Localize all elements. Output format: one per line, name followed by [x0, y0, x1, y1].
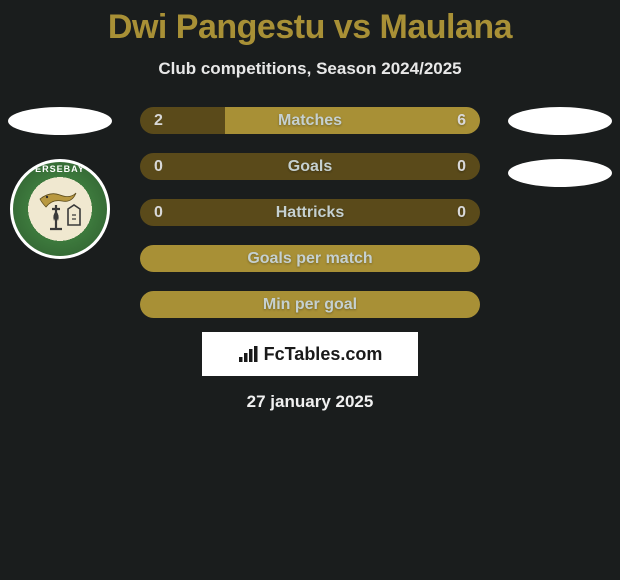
- page-title: Dwi Pangestu vs Maulana: [108, 8, 512, 47]
- brand-box: FcTables.com: [202, 332, 418, 376]
- club-badge-text: ERSEBAY: [35, 164, 85, 174]
- left-club-badge: ERSEBAY: [10, 159, 110, 259]
- stat-label: Hattricks: [276, 204, 344, 222]
- stat-left-value: 0: [154, 158, 163, 176]
- club-emblem-icon: [32, 181, 88, 237]
- right-badges-column: [508, 107, 612, 211]
- left-badges-column: ERSEBAY: [8, 107, 112, 259]
- main-container: Dwi Pangestu vs Maulana Club competition…: [0, 0, 620, 412]
- footer: FcTables.com 27 january 2025: [202, 332, 418, 412]
- stat-bar-goals-per-match: Goals per match: [140, 245, 480, 272]
- bar-chart-icon: [238, 345, 260, 363]
- stat-left-value: 0: [154, 204, 163, 222]
- stat-right-value: 6: [457, 112, 466, 130]
- stat-label: Goals: [288, 158, 332, 176]
- stat-right-value: 0: [457, 158, 466, 176]
- subtitle: Club competitions, Season 2024/2025: [158, 59, 461, 79]
- stat-label: Goals per match: [247, 250, 372, 268]
- content-area: ERSEBAY 2 Matches 6: [0, 107, 620, 318]
- stat-left-value: 2: [154, 112, 163, 130]
- right-club-placeholder: [508, 159, 612, 187]
- stat-bar-matches: 2 Matches 6: [140, 107, 480, 134]
- stats-column: 2 Matches 6 0 Goals 0 0 Hattricks 0 Goal…: [140, 107, 480, 318]
- brand-text: FcTables.com: [264, 344, 383, 365]
- stat-label: Min per goal: [263, 296, 357, 314]
- left-player-placeholder: [8, 107, 112, 135]
- stat-bar-hattricks: 0 Hattricks 0: [140, 199, 480, 226]
- stat-label: Matches: [278, 112, 342, 130]
- date-text: 27 january 2025: [247, 392, 374, 412]
- right-player-placeholder: [508, 107, 612, 135]
- stat-bar-min-per-goal: Min per goal: [140, 291, 480, 318]
- stat-bar-goals: 0 Goals 0: [140, 153, 480, 180]
- stat-right-value: 0: [457, 204, 466, 222]
